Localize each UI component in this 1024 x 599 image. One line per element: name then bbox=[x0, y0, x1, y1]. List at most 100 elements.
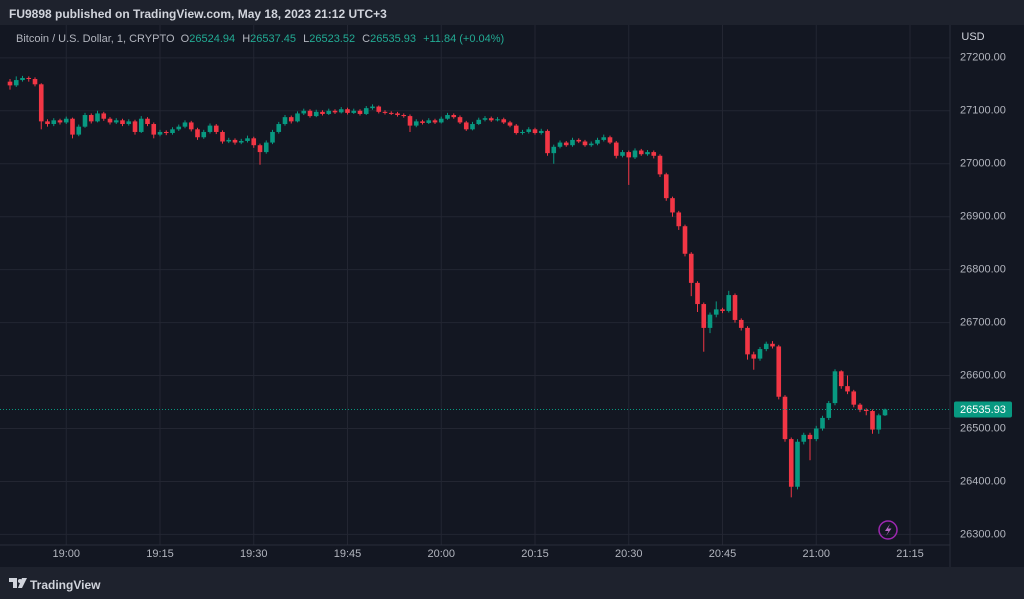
candle bbox=[507, 120, 513, 128]
x-tick-label: 20:30 bbox=[615, 548, 643, 560]
candle bbox=[232, 138, 238, 145]
candle bbox=[863, 408, 869, 416]
candle bbox=[513, 124, 519, 135]
candle bbox=[13, 76, 19, 87]
candle bbox=[370, 104, 375, 110]
candle bbox=[257, 143, 263, 165]
candle-body bbox=[832, 371, 838, 404]
candle-body bbox=[407, 116, 413, 126]
candle bbox=[245, 135, 250, 143]
candle bbox=[157, 129, 163, 137]
candle-body bbox=[851, 391, 857, 405]
x-tick-label: 19:15 bbox=[146, 548, 174, 560]
ohlc-value: 26523.52 bbox=[309, 33, 356, 45]
candle bbox=[782, 395, 788, 442]
candle bbox=[107, 117, 113, 125]
x-tick-label: 19:45 bbox=[334, 548, 362, 560]
candle-body bbox=[682, 226, 688, 254]
candle-body bbox=[838, 371, 844, 387]
candle-body bbox=[345, 109, 350, 113]
candle bbox=[870, 409, 875, 434]
candle-body bbox=[663, 174, 669, 199]
x-tick-label: 21:15 bbox=[896, 548, 924, 560]
candle bbox=[676, 210, 682, 230]
candle bbox=[220, 130, 225, 144]
candle bbox=[620, 149, 625, 158]
candle bbox=[382, 110, 388, 115]
candle-body bbox=[138, 118, 144, 132]
candle bbox=[851, 389, 857, 408]
candle bbox=[451, 113, 457, 119]
candle-body bbox=[382, 111, 388, 113]
candle-body bbox=[76, 126, 82, 135]
candle bbox=[663, 172, 669, 201]
candle bbox=[357, 109, 363, 116]
candle bbox=[570, 137, 575, 147]
candle bbox=[557, 140, 563, 149]
candle-body bbox=[295, 113, 300, 122]
candle bbox=[176, 124, 182, 131]
candle-body bbox=[13, 80, 19, 86]
candle-body bbox=[376, 106, 382, 112]
candle-body bbox=[545, 130, 550, 154]
candle-body bbox=[732, 295, 738, 320]
candle bbox=[401, 113, 407, 118]
candle bbox=[795, 439, 800, 490]
candle-body bbox=[651, 152, 657, 156]
candle-body bbox=[488, 118, 494, 121]
candle-body bbox=[195, 129, 200, 138]
candle-body bbox=[101, 113, 107, 119]
candle-body bbox=[582, 141, 588, 146]
alert-icon[interactable] bbox=[878, 520, 898, 540]
candle-body bbox=[401, 115, 407, 117]
candle-body bbox=[607, 137, 613, 143]
candle bbox=[820, 415, 825, 431]
candle-body bbox=[526, 129, 532, 132]
ohlc-value: 26537.45 bbox=[250, 33, 297, 45]
candle-body bbox=[276, 124, 282, 132]
candle bbox=[688, 252, 694, 297]
candle bbox=[476, 117, 482, 126]
candle bbox=[295, 111, 300, 123]
candle-body bbox=[557, 142, 563, 147]
x-tick-label: 20:15 bbox=[521, 548, 549, 560]
candle-body bbox=[170, 129, 175, 134]
legend: Bitcoin / U.S. Dollar, 1, CRYPTO O26524.… bbox=[16, 33, 508, 45]
candle bbox=[607, 135, 613, 145]
candle bbox=[426, 118, 432, 125]
candle bbox=[395, 111, 400, 117]
candle-body bbox=[251, 138, 257, 146]
candle-body bbox=[182, 122, 188, 127]
candle-body bbox=[270, 131, 275, 143]
candle bbox=[713, 301, 719, 318]
ohlc-value: 26535.93 bbox=[370, 33, 417, 45]
candle bbox=[776, 344, 782, 400]
candle-body bbox=[482, 118, 488, 120]
candle-body bbox=[695, 282, 700, 305]
candle bbox=[132, 119, 138, 135]
candle-body bbox=[120, 120, 125, 125]
candle bbox=[201, 129, 207, 139]
candle-body bbox=[363, 108, 369, 114]
candle-body bbox=[288, 117, 294, 122]
candle bbox=[76, 124, 82, 137]
candle-body bbox=[332, 110, 338, 113]
candle-body bbox=[226, 139, 232, 142]
candle bbox=[757, 346, 763, 361]
candle-body bbox=[232, 139, 238, 143]
candle bbox=[582, 139, 588, 147]
candle bbox=[313, 109, 319, 118]
candle-body bbox=[326, 110, 332, 114]
candle bbox=[270, 129, 275, 145]
candle-body bbox=[670, 198, 675, 213]
candle-body bbox=[220, 131, 225, 142]
candle bbox=[376, 105, 382, 114]
candle bbox=[738, 318, 744, 331]
brand[interactable]: TradingView bbox=[9, 577, 100, 592]
candle bbox=[432, 118, 438, 125]
candle bbox=[545, 129, 550, 156]
candle bbox=[101, 111, 107, 121]
candle bbox=[363, 106, 369, 116]
candle-body bbox=[151, 124, 157, 135]
candle bbox=[445, 112, 450, 120]
